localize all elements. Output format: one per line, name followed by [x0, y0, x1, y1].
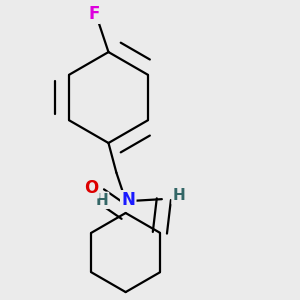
- Text: O: O: [84, 179, 98, 197]
- Text: H: H: [172, 188, 185, 203]
- Text: H: H: [95, 193, 108, 208]
- Text: F: F: [88, 5, 100, 23]
- Text: N: N: [121, 191, 135, 209]
